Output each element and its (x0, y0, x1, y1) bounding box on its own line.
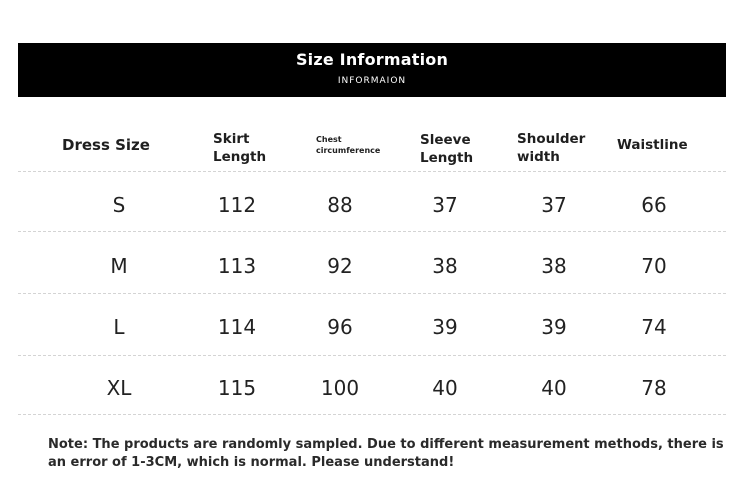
cell-shoulder-width: 40 (541, 376, 567, 400)
cell-sleeve-length: 38 (432, 254, 458, 278)
banner-subtitle: INFORMAION (337, 76, 407, 86)
cell-waistline: 78 (641, 376, 667, 400)
cell-size: M (110, 254, 128, 278)
size-info-banner: Size Information INFORMAION (18, 43, 726, 97)
cell-skirt-length: 115 (217, 376, 257, 400)
cell-chest: 92 (327, 254, 353, 278)
row-divider (18, 171, 726, 172)
cell-size: L (113, 315, 125, 339)
cell-shoulder-width: 37 (541, 193, 567, 217)
header-sleeve-length: Sleeve Length (420, 132, 474, 166)
cell-sleeve-length: 40 (432, 376, 458, 400)
cell-chest: 100 (320, 376, 360, 400)
cell-chest: 88 (327, 193, 353, 217)
measurement-note: Note: The products are randomly sampled.… (48, 437, 724, 470)
cell-skirt-length: 113 (217, 254, 257, 278)
cell-chest: 96 (327, 315, 353, 339)
row-divider (18, 231, 726, 232)
row-divider (18, 414, 726, 415)
cell-size: S (112, 193, 126, 217)
cell-sleeve-length: 39 (432, 315, 458, 339)
header-dress-size: Dress Size (62, 136, 150, 154)
header-shoulder-width: Shoulder width (517, 131, 586, 165)
row-divider (18, 293, 726, 294)
cell-skirt-length: 112 (217, 193, 257, 217)
cell-waistline: 66 (641, 193, 667, 217)
cell-waistline: 70 (641, 254, 667, 278)
header-skirt-length: Skirt Length (213, 131, 267, 165)
cell-sleeve-length: 37 (432, 193, 458, 217)
cell-shoulder-width: 38 (541, 254, 567, 278)
cell-skirt-length: 114 (217, 315, 257, 339)
header-waistline: Waistline (617, 137, 688, 153)
cell-waistline: 74 (641, 315, 667, 339)
row-divider (18, 355, 726, 356)
cell-shoulder-width: 39 (541, 315, 567, 339)
cell-size: XL (106, 376, 132, 400)
banner-title: Size Information (295, 50, 449, 69)
header-chest-circumference: Chest circumference (316, 135, 381, 155)
